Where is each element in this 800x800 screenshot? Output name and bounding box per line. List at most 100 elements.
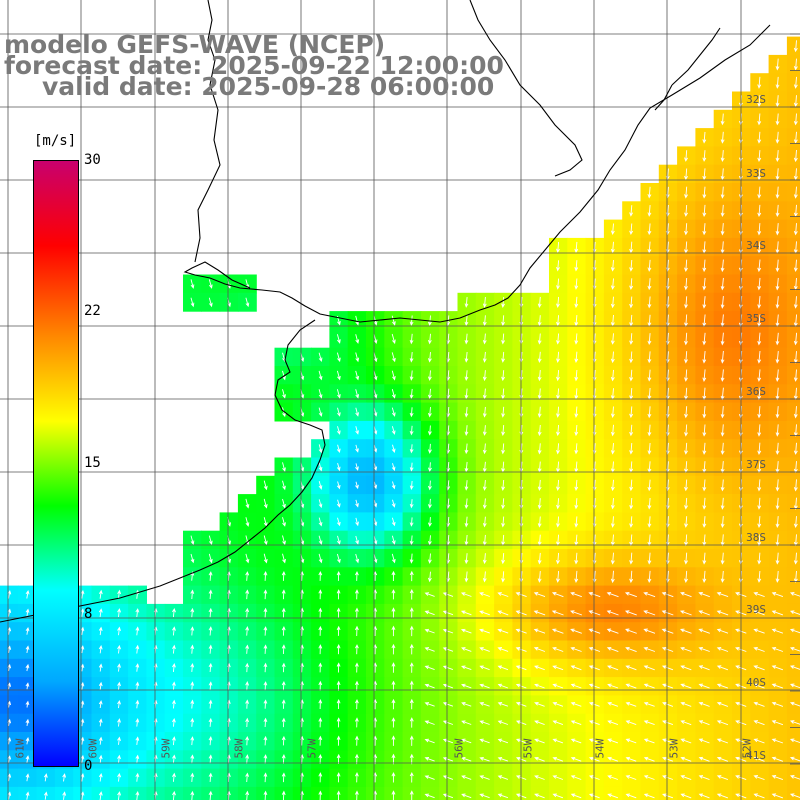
lon-label: 61W <box>13 738 27 759</box>
wind-arrow <box>208 297 213 308</box>
wind-arrow <box>464 315 469 327</box>
wind-arrow <box>775 58 780 71</box>
wind-arrow <box>537 370 542 382</box>
wind-arrow <box>570 775 582 780</box>
wind-arrow <box>753 646 765 652</box>
wind-speed-cell <box>786 128 800 147</box>
wind-arrow <box>190 607 195 618</box>
wind-arrow <box>25 700 30 708</box>
wind-arrow <box>427 333 432 345</box>
wind-arrow <box>775 186 780 199</box>
wind-arrow <box>479 775 490 780</box>
wind-arrow <box>282 389 286 399</box>
wind-arrow <box>570 738 582 744</box>
wind-arrow <box>409 717 414 728</box>
wind-arrow <box>464 388 469 400</box>
wind-speed-cell <box>786 91 800 111</box>
wind-arrow <box>336 499 341 508</box>
wind-speed-cell <box>732 786 751 800</box>
wind-speed-cell <box>786 146 800 166</box>
wind-arrow <box>355 735 359 746</box>
wind-arrow <box>409 370 414 381</box>
wind-arrow <box>442 756 454 762</box>
coastline-segment <box>654 84 673 111</box>
wind-speed-cell <box>786 420 800 440</box>
wind-arrow <box>629 296 634 309</box>
wind-arrow <box>135 736 140 745</box>
wind-arrow <box>391 553 396 564</box>
wind-arrow <box>464 351 469 363</box>
forecast-date: forecast date: 2025-09-22 12:00:00 <box>4 51 504 80</box>
wind-arrow <box>427 553 432 564</box>
wind-arrow <box>263 480 268 491</box>
wind-arrow <box>245 607 250 618</box>
wind-arrow <box>482 461 487 473</box>
wind-arrow <box>208 626 213 636</box>
wind-arrow <box>698 775 710 781</box>
wind-arrow <box>789 701 800 707</box>
wind-arrow <box>684 296 688 309</box>
wind-arrow <box>442 647 454 652</box>
wind-arrow <box>771 628 784 634</box>
wind-arrow <box>336 735 341 746</box>
wind-speed-cell <box>750 786 770 800</box>
wind-arrow <box>427 462 432 473</box>
wind-arrow <box>570 756 582 762</box>
wind-arrow <box>716 665 729 671</box>
wind-arrow <box>793 223 798 236</box>
wind-arrow <box>720 296 725 309</box>
wind-arrow <box>208 681 213 691</box>
wind-arrow <box>497 702 509 707</box>
wind-arrow <box>43 791 48 800</box>
wind-arrow <box>515 775 527 780</box>
colorbar-tick-8: 8 <box>84 606 93 622</box>
lat-label: 38S <box>746 531 766 544</box>
wind-arrow <box>574 479 579 492</box>
lat-label: 34S <box>746 239 766 252</box>
wind-arrow <box>172 754 176 764</box>
wind-arrow <box>556 241 560 254</box>
wind-arrow <box>461 775 472 780</box>
wind-arrow <box>501 553 505 565</box>
wind-arrow <box>281 589 286 600</box>
wind-arrow <box>208 279 213 289</box>
wind-arrow <box>556 370 560 382</box>
wind-arrow <box>684 168 688 181</box>
wind-arrow <box>574 369 579 382</box>
wind-arrow <box>698 683 710 689</box>
wind-speed-cell <box>786 54 800 74</box>
wind-arrow <box>25 736 30 745</box>
wind-speed-cell <box>786 256 800 276</box>
lon-label: 58W <box>232 738 246 759</box>
wind-arrow <box>684 277 688 291</box>
wind-arrow <box>570 793 582 799</box>
wind-arrow <box>698 701 710 707</box>
wind-arrow <box>610 479 615 492</box>
wind-arrow <box>629 516 634 528</box>
wind-arrow <box>245 790 250 800</box>
wind-arrow <box>497 775 509 780</box>
wind-arrow <box>574 351 579 364</box>
wind-arrow <box>479 592 490 597</box>
wind-arrow <box>702 204 707 218</box>
wind-arrow <box>25 773 30 782</box>
wind-arrow <box>574 424 579 437</box>
wind-arrow <box>556 498 560 510</box>
wind-arrow <box>98 589 103 599</box>
wind-arrow <box>684 223 688 236</box>
wind-arrow <box>775 296 780 309</box>
wind-arrow <box>501 388 505 400</box>
wind-arrow <box>336 570 341 581</box>
wind-arrow <box>552 646 564 652</box>
wind-arrow <box>318 389 323 399</box>
wind-arrow <box>409 790 414 800</box>
wind-arrow <box>789 738 800 744</box>
wind-arrow <box>702 442 707 455</box>
wind-arrow <box>442 628 454 634</box>
wind-arrow <box>336 644 341 655</box>
wind-arrow <box>570 646 582 652</box>
wind-arrow <box>702 552 707 565</box>
wind-arrow <box>98 608 103 617</box>
wind-arrow <box>281 644 286 655</box>
wind-arrow <box>190 772 195 782</box>
